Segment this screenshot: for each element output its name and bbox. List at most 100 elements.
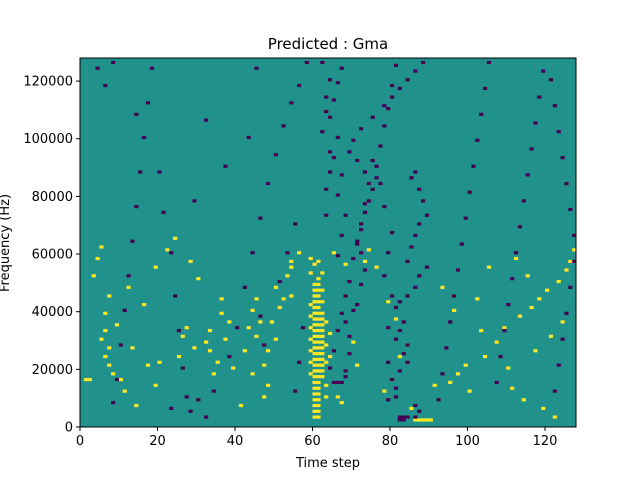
- heatmap-cell: [397, 415, 402, 419]
- heatmap-cell: [351, 138, 356, 142]
- heatmap-cell: [281, 297, 286, 301]
- heatmap-cell: [204, 340, 209, 344]
- heatmap-cell: [219, 311, 224, 315]
- heatmap-cell: [149, 66, 154, 70]
- heatmap-cell: [111, 401, 116, 405]
- heatmap-cell: [219, 297, 224, 301]
- heatmap-cell: [184, 326, 189, 330]
- heatmap-cell: [362, 210, 368, 214]
- heatmap-cell: [285, 274, 290, 278]
- heatmap-cell: [417, 409, 422, 413]
- heatmap-cell: [359, 127, 364, 131]
- heatmap-cell: [277, 305, 282, 310]
- heatmap-cell: [324, 187, 329, 191]
- heatmap-cell: [126, 274, 131, 278]
- heatmap-cell: [479, 328, 484, 333]
- heatmap-cell: [339, 66, 344, 70]
- heatmap-cell: [293, 222, 298, 226]
- heatmap-cell: [421, 199, 426, 203]
- heatmap-cell: [556, 279, 561, 284]
- heatmap-cell: [463, 363, 468, 367]
- heatmap-cell: [192, 346, 197, 350]
- heatmap-cell: [413, 170, 418, 174]
- heatmap-cell: [448, 380, 453, 385]
- heatmap-cell: [572, 233, 577, 238]
- heatmap-cell: [142, 135, 147, 140]
- heatmap-cell: [320, 300, 325, 304]
- heatmap-cell: [316, 305, 321, 310]
- heatmap-cell: [293, 389, 298, 393]
- heatmap-cell: [320, 317, 325, 321]
- heatmap-cell: [510, 386, 515, 390]
- heatmap-cell: [134, 403, 139, 408]
- heatmap-cell: [448, 320, 453, 324]
- heatmap-cell: [370, 115, 375, 119]
- heatmap-cell: [312, 340, 317, 344]
- heatmap-cell: [320, 369, 325, 373]
- heatmap-cell: [258, 314, 263, 318]
- heatmap-cell: [273, 153, 278, 157]
- heatmap-cell: [417, 222, 422, 226]
- heatmap-cell: [362, 259, 368, 263]
- heatmap-cell: [103, 83, 108, 88]
- heatmap-cell: [510, 277, 515, 281]
- heatmap-cell: [564, 181, 569, 186]
- heatmap-cell: [533, 121, 538, 125]
- heatmap-cell: [320, 130, 325, 134]
- heatmap-cell: [494, 340, 499, 344]
- heatmap-cell: [409, 406, 414, 411]
- heatmap-cell: [479, 112, 484, 116]
- heatmap-cell: [262, 363, 267, 367]
- heatmap-cell: [316, 334, 321, 338]
- heatmap-cell: [556, 363, 561, 367]
- heatmap-cell: [157, 360, 162, 364]
- heatmap-cell: [227, 354, 232, 359]
- heatmap-cell: [525, 173, 530, 177]
- heatmap-cell: [188, 259, 193, 263]
- heatmap-cell: [552, 415, 557, 419]
- heatmap-cell: [401, 418, 406, 422]
- heatmap-cell: [424, 265, 430, 269]
- heatmap-cell: [308, 271, 313, 275]
- heatmap-cell: [114, 323, 120, 327]
- heatmap-cell: [397, 86, 402, 91]
- heatmap-cell: [312, 317, 317, 321]
- heatmap-cell: [227, 320, 232, 324]
- heatmap-cell: [312, 380, 317, 385]
- heatmap-cell: [397, 300, 402, 304]
- heatmap-cell: [382, 104, 387, 108]
- heatmap-cell: [421, 418, 426, 422]
- heatmap-cell: [331, 380, 337, 385]
- heatmap-cell: [343, 320, 348, 324]
- heatmap-cell: [103, 354, 108, 359]
- heatmap-cell: [382, 205, 387, 209]
- heatmap-cell: [204, 415, 209, 419]
- heatmap-cell: [289, 259, 294, 263]
- heatmap-cell: [316, 357, 321, 361]
- heatmap-cell: [99, 245, 104, 249]
- heatmap-cell: [506, 303, 511, 307]
- heatmap-cell: [393, 395, 399, 399]
- heatmap-cell: [362, 170, 368, 174]
- heatmap-cell: [390, 83, 395, 88]
- heatmap-cell: [347, 150, 352, 154]
- y-axis-label: Frequency (Hz): [0, 194, 13, 292]
- heatmap-cell: [289, 101, 294, 105]
- heatmap-cell: [91, 274, 96, 278]
- heatmap-cell: [459, 242, 464, 246]
- heatmap-cell: [316, 328, 321, 333]
- heatmap-cell: [355, 363, 360, 367]
- heatmap-cell: [552, 389, 557, 393]
- heatmap-cell: [118, 377, 123, 382]
- heatmap-cell: [316, 398, 321, 402]
- heatmap-cell: [223, 337, 228, 341]
- heatmap-cell: [521, 199, 526, 203]
- heatmap-cell: [95, 256, 100, 261]
- heatmap-cell: [316, 363, 321, 367]
- heatmap-cell: [103, 311, 108, 315]
- heatmap-cell: [386, 300, 391, 304]
- heatmap-cell: [312, 282, 317, 287]
- heatmap-cell: [122, 308, 127, 312]
- heatmap-cell: [320, 288, 325, 292]
- heatmap-cell: [335, 380, 340, 385]
